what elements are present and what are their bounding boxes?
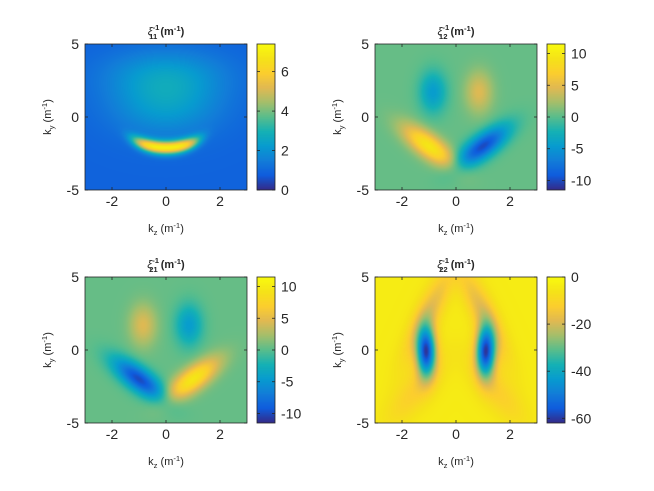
x-tick-label: 0 xyxy=(162,426,170,442)
y-axis-label: ky (m-1) xyxy=(40,332,56,368)
colorbar-tick-label: -10 xyxy=(281,405,301,421)
colorbar-tick-label: 2 xyxy=(281,143,289,159)
panel-title: ξ-1 22 (m-1) xyxy=(437,256,475,274)
colorbar-tick-label: -60 xyxy=(571,410,591,426)
colorbar-tick-label: 0 xyxy=(571,109,579,125)
panel-title: ξ-1 12 (m-1) xyxy=(437,23,474,41)
heatmap-panel-1: -2 0 2 -5 0 5 ξ-1 11 (m-1) kz (m-1) ky (m-1) 0 2 4 6 xyxy=(40,23,289,237)
panel-title: ξ-1 21 (m-1) xyxy=(147,256,185,274)
x-tick-label: -2 xyxy=(106,193,119,209)
x-tick-label: 0 xyxy=(452,426,460,442)
colorbar-tick-label: 4 xyxy=(281,103,289,119)
colorbar-tick-label: 10 xyxy=(281,279,297,295)
y-tick-label: 5 xyxy=(361,269,369,285)
colorbar-tick-label: 6 xyxy=(281,64,289,80)
x-tick-label: -2 xyxy=(396,426,409,442)
y-tick-label: 0 xyxy=(71,342,79,358)
y-tick-label: 0 xyxy=(361,342,369,358)
heatmap-image xyxy=(375,44,537,190)
colorbar-tick-label: -10 xyxy=(571,172,591,188)
y-tick-label: -5 xyxy=(357,415,370,431)
heatmap-image xyxy=(85,277,247,423)
colorbar-frame xyxy=(256,43,276,191)
colorbar-tick-label: -20 xyxy=(571,316,591,332)
x-tick-label: -2 xyxy=(396,193,409,209)
y-tick-label: 5 xyxy=(361,36,369,52)
y-tick-label: 0 xyxy=(361,109,369,125)
x-axis-label: kz (m-1) xyxy=(438,454,474,470)
colorbar-tick-label: -5 xyxy=(571,141,584,157)
colorbar-tick-label: -5 xyxy=(281,374,294,390)
colorbar-tick-label: -40 xyxy=(571,363,591,379)
x-axis-label: kz (m-1) xyxy=(148,221,184,237)
colorbar-frame xyxy=(546,276,566,424)
y-axis-label: ky (m-1) xyxy=(330,332,346,368)
colorbar-gradient xyxy=(547,44,565,190)
x-tick-label: 0 xyxy=(162,193,170,209)
y-tick-label: 0 xyxy=(71,109,79,125)
colorbar-tick-label: 0 xyxy=(571,269,579,285)
x-tick-label: -2 xyxy=(106,426,119,442)
y-axis-label: ky (m-1) xyxy=(40,99,56,135)
y-tick-label: 5 xyxy=(71,36,79,52)
x-tick-label: 2 xyxy=(216,426,224,442)
heatmap-image xyxy=(375,277,537,423)
colorbar-tick-label: 0 xyxy=(281,342,289,358)
heatmap-panel-2: -2 0 2 -5 0 5 ξ-1 12 (m-1) kz (m-1) ky (m-1) -10 -5… xyxy=(330,23,591,237)
heatmap-panel-3: -2 0 2 -5 0 5 ξ-1 21 (m-1) kz (m-1) ky (m-1) -10 -5… xyxy=(40,256,301,470)
colorbar-tick-label: 0 xyxy=(281,182,289,198)
y-tick-label: -5 xyxy=(67,182,80,198)
colorbar-tick-label: 5 xyxy=(281,310,289,326)
heatmap-image xyxy=(85,44,247,190)
colorbar-gradient xyxy=(547,277,565,423)
colorbar-gradient xyxy=(257,44,275,190)
x-tick-label: 2 xyxy=(506,426,514,442)
x-tick-label: 0 xyxy=(452,193,460,209)
colorbar-gradient xyxy=(257,277,275,423)
y-tick-label: -5 xyxy=(357,182,370,198)
x-axis-label: kz (m-1) xyxy=(438,221,474,237)
y-tick-label: 5 xyxy=(71,269,79,285)
panel-title: ξ-1 11 (m-1) xyxy=(148,23,185,41)
y-tick-label: -5 xyxy=(67,415,80,431)
colorbar-tick-label: 5 xyxy=(571,77,579,93)
y-axis-label: ky (m-1) xyxy=(330,99,346,135)
x-axis-label: kz (m-1) xyxy=(148,454,184,470)
x-tick-label: 2 xyxy=(506,193,514,209)
colorbar-tick-label: 10 xyxy=(571,46,587,62)
x-tick-label: 2 xyxy=(216,193,224,209)
